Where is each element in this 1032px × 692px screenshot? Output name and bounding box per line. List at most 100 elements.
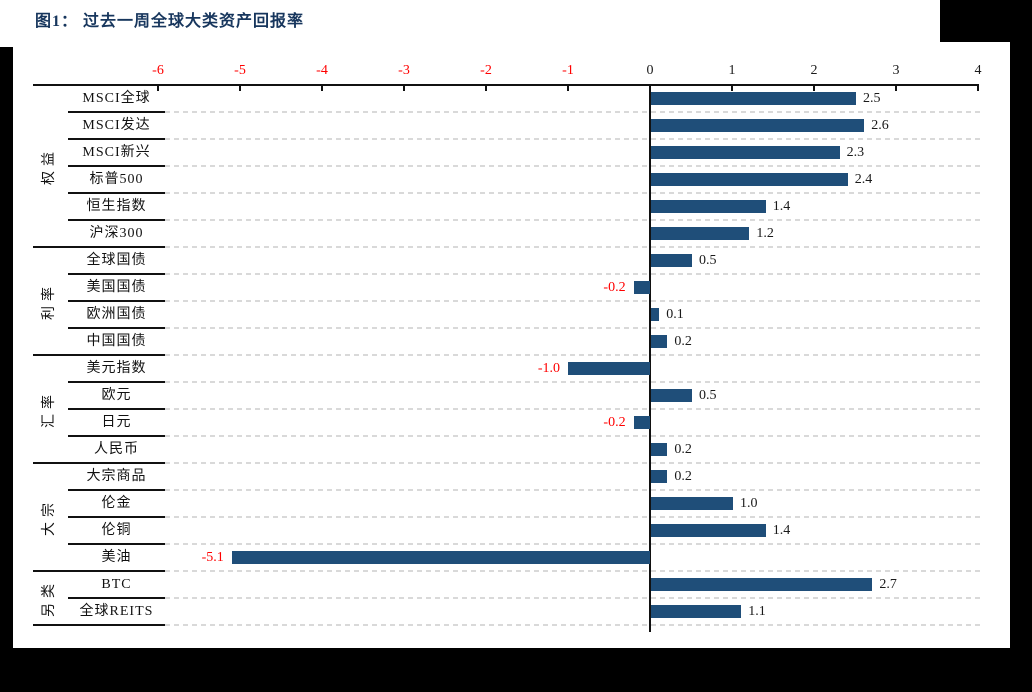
value-label: 0.2 <box>674 469 692 484</box>
gridline <box>165 273 980 275</box>
value-label: 2.6 <box>871 118 889 133</box>
x-tick-mark <box>567 85 569 91</box>
bar <box>651 200 766 213</box>
x-tick-mark <box>977 85 979 91</box>
x-tick-label: -5 <box>234 63 246 78</box>
row-label: MSCI发达 <box>82 118 151 133</box>
row-separator <box>68 300 165 302</box>
row-label: 标普500 <box>89 172 144 187</box>
row-label: 美元指数 <box>86 361 147 376</box>
value-label: 1.4 <box>772 199 791 214</box>
title-strip: 图1： 过去一周全球大类资产回报率 <box>0 0 940 47</box>
gridline <box>165 570 980 572</box>
value-label: 0.5 <box>699 253 717 268</box>
group-separator <box>33 570 165 572</box>
group-separator <box>33 462 165 464</box>
gridline <box>165 354 980 356</box>
gridline <box>165 165 980 167</box>
row-label: 伦金 <box>101 496 132 511</box>
x-tick-mark <box>485 85 487 91</box>
row-separator <box>68 111 165 113</box>
x-tick-label: 0 <box>646 63 654 78</box>
bar <box>651 308 660 321</box>
bar <box>651 227 750 240</box>
figure-title: 图1： 过去一周全球大类资产回报率 <box>35 13 305 30</box>
x-axis-line <box>33 84 979 86</box>
gridline <box>165 327 980 329</box>
bar <box>633 416 650 429</box>
bar <box>651 497 733 510</box>
x-tick-label: 1 <box>728 63 736 78</box>
row-separator <box>68 597 165 599</box>
x-tick-label: -1 <box>562 63 574 78</box>
row-label: 欧洲国债 <box>86 307 147 322</box>
x-tick-label: -2 <box>480 63 492 78</box>
x-tick-mark <box>813 85 815 91</box>
bar <box>651 146 840 159</box>
row-separator <box>68 489 165 491</box>
bar <box>651 173 848 186</box>
row-label: MSCI全球 <box>82 91 151 106</box>
row-separator <box>68 219 165 221</box>
bar <box>651 119 865 132</box>
group-separator <box>33 354 165 356</box>
bar <box>651 443 668 456</box>
x-tick-mark <box>321 85 323 91</box>
gridline <box>165 381 980 383</box>
x-tick-label: -6 <box>152 63 164 78</box>
value-label: 2.3 <box>846 145 865 160</box>
row-separator <box>68 138 165 140</box>
x-tick-label: 2 <box>810 63 818 78</box>
bar <box>651 524 766 537</box>
value-label: -0.2 <box>603 415 626 430</box>
bar <box>651 254 692 267</box>
value-label: -1.0 <box>537 361 560 376</box>
x-tick-mark <box>157 85 159 91</box>
gridline <box>165 192 980 194</box>
row-separator <box>68 192 165 194</box>
gridline <box>165 624 980 626</box>
row-separator <box>68 273 165 275</box>
bar <box>651 389 692 402</box>
row-separator <box>68 165 165 167</box>
row-label: 大宗商品 <box>86 469 147 484</box>
x-tick-mark <box>731 85 733 91</box>
group-separator <box>33 624 165 626</box>
gridline <box>165 516 980 518</box>
gridline <box>165 435 980 437</box>
value-label: -5.1 <box>201 550 224 565</box>
chart-page <box>13 42 1010 648</box>
row-label: 欧元 <box>101 388 132 403</box>
gridline <box>165 138 980 140</box>
value-label: 2.7 <box>879 577 897 592</box>
group-label: 利率 <box>42 282 57 320</box>
row-separator <box>68 543 165 545</box>
value-label: 2.5 <box>863 91 881 106</box>
row-label: BTC <box>101 577 132 592</box>
x-tick-label: 4 <box>974 63 982 78</box>
row-label: 美国国债 <box>86 280 147 295</box>
bar <box>568 362 650 375</box>
value-label: 2.4 <box>854 172 873 187</box>
bar <box>651 605 742 618</box>
bar <box>651 470 668 483</box>
x-tick-mark <box>239 85 241 91</box>
row-label: 恒生指数 <box>86 199 147 214</box>
gridline <box>165 489 980 491</box>
bar <box>633 281 650 294</box>
value-label: 0.2 <box>674 442 692 457</box>
group-label: 另类 <box>42 579 57 617</box>
row-label: MSCI新兴 <box>82 145 151 160</box>
value-label: 1.1 <box>748 604 766 619</box>
row-label: 全球国债 <box>86 253 147 268</box>
row-separator <box>68 435 165 437</box>
x-tick-label: -3 <box>398 63 410 78</box>
value-label: 1.4 <box>772 523 791 538</box>
bar <box>651 578 873 591</box>
row-separator <box>68 408 165 410</box>
row-separator <box>68 516 165 518</box>
row-label: 伦铜 <box>101 523 132 538</box>
x-tick-label: -4 <box>316 63 328 78</box>
bar <box>231 551 650 564</box>
